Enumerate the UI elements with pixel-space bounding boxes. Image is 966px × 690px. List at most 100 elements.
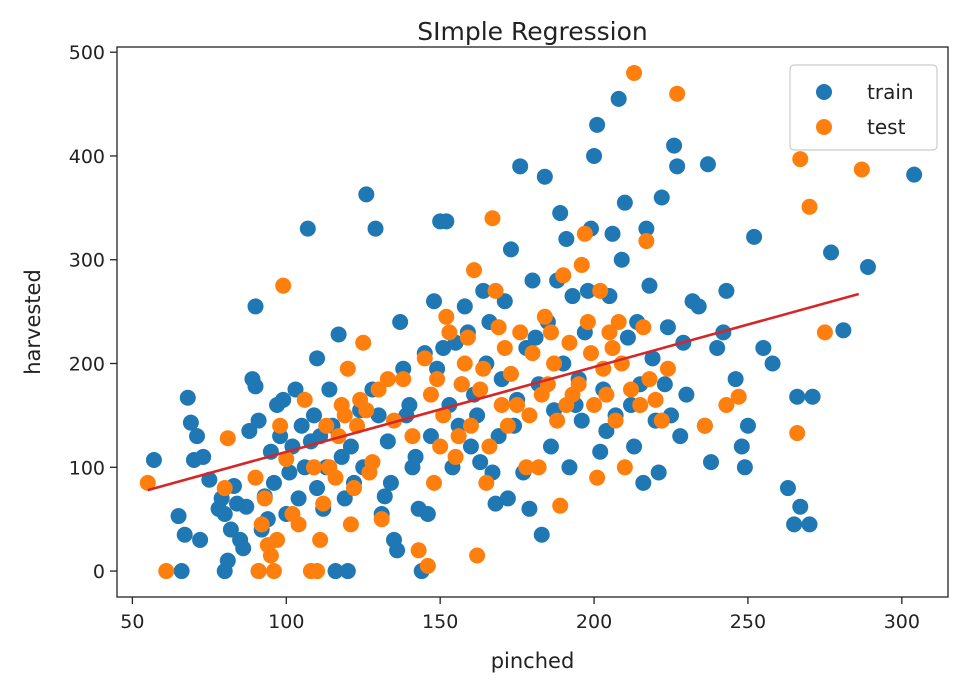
train-point: [293, 417, 310, 434]
test-point: [410, 542, 427, 559]
test-point: [404, 428, 421, 445]
legend-marker-test: [816, 119, 832, 135]
test-point: [475, 360, 492, 377]
train-point: [613, 251, 630, 268]
y-tick-label: 400: [69, 146, 105, 168]
train-point: [389, 542, 406, 559]
train-point: [598, 422, 615, 439]
test-point: [441, 324, 458, 341]
train-point: [247, 298, 264, 315]
x-axis-ticks: 50 100 150 200 250 300: [120, 597, 920, 633]
train-point: [739, 417, 756, 434]
train-point: [422, 428, 439, 445]
train-point: [235, 540, 252, 557]
train-point: [524, 272, 541, 289]
train-point: [669, 158, 686, 175]
test-point: [379, 371, 396, 388]
train-point: [238, 498, 255, 515]
test-point: [327, 469, 344, 486]
train-point: [801, 516, 818, 533]
test-point: [576, 225, 593, 242]
test-point: [493, 397, 510, 414]
train-point: [718, 282, 735, 299]
test-point: [542, 324, 559, 341]
test-point: [416, 350, 433, 367]
test-point: [419, 557, 436, 574]
train-point: [835, 322, 852, 339]
test-point: [546, 355, 563, 372]
test-point: [247, 469, 264, 486]
test-point: [315, 495, 332, 512]
test-point: [262, 547, 279, 564]
axes-frame: [116, 46, 949, 598]
test-point: [496, 339, 513, 356]
test-point: [278, 450, 295, 467]
legend-label-train: train: [867, 80, 914, 104]
train-point: [779, 480, 796, 497]
train-point: [579, 282, 596, 299]
train-point: [727, 371, 744, 388]
points-layer: [139, 64, 923, 580]
test-point: [447, 448, 464, 465]
train-point: [336, 490, 353, 507]
test-point: [272, 417, 289, 434]
test-point: [269, 531, 286, 548]
test-point: [561, 334, 578, 351]
train-point: [736, 459, 753, 476]
test-point: [592, 282, 609, 299]
train-point: [561, 459, 578, 476]
test-point: [373, 511, 390, 528]
test-point: [573, 256, 590, 273]
test-point: [158, 563, 175, 580]
test-point: [358, 402, 375, 419]
train-point: [281, 464, 298, 481]
train-point: [333, 448, 350, 465]
x-tick-label: 50: [120, 611, 144, 633]
x-tick-label: 250: [730, 611, 766, 633]
train-point: [586, 147, 603, 164]
train-point: [709, 339, 726, 356]
train-point: [589, 116, 606, 133]
train-point: [182, 414, 199, 431]
train-point: [472, 454, 489, 471]
plot-area: [116, 46, 949, 598]
test-point: [370, 381, 387, 398]
legend-marker-train: [816, 84, 832, 100]
test-point: [342, 516, 359, 533]
train-point: [370, 407, 387, 424]
test-point: [426, 474, 443, 491]
test-point: [853, 161, 870, 178]
train-point: [592, 443, 609, 460]
test-point: [552, 497, 569, 514]
test-point: [589, 469, 606, 486]
test-point: [256, 490, 273, 507]
test-point: [487, 282, 504, 299]
train-point: [552, 205, 569, 222]
test-point: [610, 314, 627, 330]
train-point: [145, 452, 162, 469]
test-point: [730, 388, 747, 405]
x-tick-label: 150: [422, 611, 458, 633]
train-point: [521, 500, 538, 517]
train-point: [755, 339, 772, 356]
train-point: [290, 490, 307, 507]
x-tick-label: 300: [884, 611, 920, 633]
train-point: [823, 244, 840, 261]
train-point: [275, 391, 292, 408]
train-point: [330, 326, 347, 343]
train-point: [299, 220, 316, 237]
test-point: [312, 531, 329, 548]
train-point: [690, 298, 707, 315]
train-point: [536, 168, 553, 185]
test-point: [626, 64, 643, 81]
train-point: [376, 488, 393, 505]
train-point: [644, 350, 661, 367]
test-point: [472, 381, 489, 398]
test-point: [462, 417, 479, 434]
test-point: [432, 438, 449, 455]
test-point: [518, 459, 535, 476]
y-tick-label: 200: [69, 354, 105, 376]
test-point: [601, 324, 618, 341]
train-point: [179, 389, 196, 406]
